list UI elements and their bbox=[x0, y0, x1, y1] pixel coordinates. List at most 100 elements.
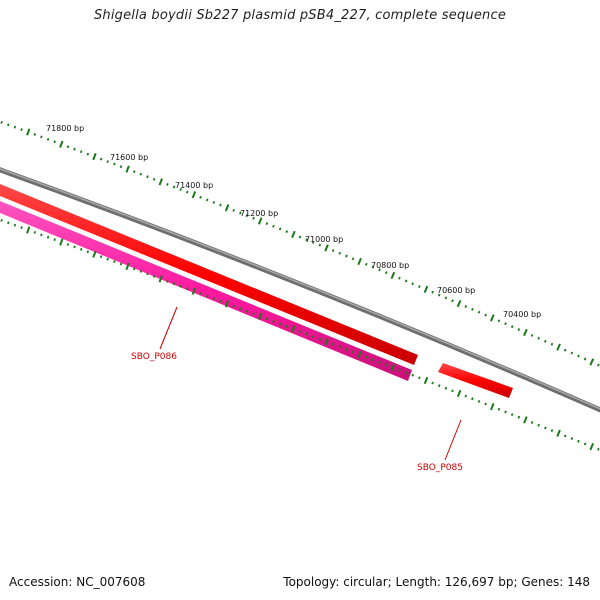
outer-tick-mark bbox=[146, 175, 149, 179]
outer-tick-mark bbox=[298, 235, 302, 239]
inner-tick-mark bbox=[245, 309, 249, 313]
inner-tick-mark bbox=[232, 304, 235, 308]
inner-tick-mark bbox=[537, 423, 540, 427]
outer-tick-mark bbox=[219, 203, 222, 207]
inner-tick-mark bbox=[291, 325, 296, 333]
inner-tick-mark bbox=[113, 260, 116, 264]
inner-tick-mark bbox=[146, 272, 149, 276]
outer-tick-mark bbox=[550, 342, 554, 346]
inner-tick-mark bbox=[311, 335, 315, 339]
backbone bbox=[0, 167, 600, 413]
outer-tick-mark bbox=[444, 296, 448, 300]
outer-tick-mark bbox=[311, 240, 315, 244]
inner-tick-mark bbox=[589, 443, 595, 451]
inner-tick-mark bbox=[46, 235, 50, 239]
outer-tick-mark bbox=[456, 299, 462, 308]
outer-tick-mark bbox=[530, 333, 534, 337]
outer-tick-mark bbox=[265, 222, 269, 226]
outer-tick-mark bbox=[191, 191, 197, 199]
outer-tick-mark bbox=[73, 147, 76, 151]
outer-tick-mark bbox=[92, 152, 97, 161]
gene-label: SBO_P085 bbox=[417, 463, 463, 473]
outer-tick-mark bbox=[537, 336, 541, 340]
inner-tick-mark bbox=[179, 284, 182, 288]
inner-tick-mark bbox=[484, 402, 487, 406]
outer-tick-mark bbox=[517, 328, 521, 332]
inner-tick-mark bbox=[357, 350, 362, 359]
tick-labels: 71800 bp 71600 bp 71400 bp 71200 bp 7100… bbox=[46, 124, 541, 319]
gene-sbo-p086-red[interactable] bbox=[0, 182, 418, 365]
inner-tick-mark bbox=[451, 389, 454, 393]
outer-tick-mark bbox=[285, 230, 289, 234]
inner-tick-mark bbox=[418, 376, 421, 380]
outer-tick-mark bbox=[172, 185, 176, 189]
inner-tick-mark bbox=[423, 376, 429, 385]
tick-label: 71000 bp bbox=[305, 235, 343, 244]
outer-tick-mark bbox=[40, 135, 43, 139]
outer-tick-mark bbox=[7, 123, 10, 127]
gene-label-sbo-p085: SBO_P085 bbox=[417, 419, 463, 473]
outer-tick-mark bbox=[543, 339, 547, 343]
outer-tick-mark bbox=[345, 254, 348, 258]
outer-tick-mark bbox=[563, 348, 567, 352]
outer-tick-mark bbox=[597, 363, 600, 367]
inner-tick-mark bbox=[92, 250, 97, 258]
inner-tick-mark bbox=[212, 297, 216, 301]
outer-tick-mark bbox=[404, 279, 408, 283]
outer-tick-mark bbox=[577, 354, 580, 358]
outer-tick-mark bbox=[106, 160, 109, 164]
inner-tick-mark bbox=[464, 394, 468, 398]
gene-sbo-p085[interactable] bbox=[438, 363, 513, 398]
outer-tick-mark bbox=[364, 262, 368, 266]
inner-tick-mark bbox=[456, 389, 462, 398]
inner-tick-mark bbox=[272, 319, 275, 323]
map-title: Shigella boydii Sb227 plasmid pSB4_227, … bbox=[93, 8, 507, 23]
outer-tick-mark bbox=[357, 257, 362, 266]
tick-label: 71600 bp bbox=[110, 153, 148, 162]
summary-text: Topology: circular; Length: 126,697 bp; … bbox=[283, 575, 590, 589]
inner-tick-mark bbox=[556, 429, 561, 437]
inner-tick-mark bbox=[510, 413, 514, 417]
gene-label-sbo-p086: SBO_P086 bbox=[131, 306, 178, 362]
outer-tick-mark bbox=[471, 307, 474, 311]
inner-tick-mark bbox=[66, 243, 70, 246]
inner-tick-mark bbox=[331, 342, 335, 346]
outer-tick-mark bbox=[224, 204, 230, 212]
inner-tick-mark bbox=[278, 322, 282, 326]
outer-tick-mark bbox=[252, 216, 255, 220]
outer-tick-mark bbox=[278, 227, 282, 231]
outer-tick-mark bbox=[351, 257, 355, 261]
inner-tick-mark bbox=[224, 300, 230, 308]
outer-tick-mark bbox=[583, 357, 587, 361]
inner-tick-mark bbox=[158, 275, 163, 283]
outer-tick-mark bbox=[152, 177, 156, 181]
outer-tick-mark bbox=[199, 195, 202, 199]
outer-tick-mark bbox=[291, 230, 296, 238]
inner-tick-mark bbox=[26, 226, 31, 234]
inner-tick-mark bbox=[384, 363, 388, 367]
inner-tick-mark bbox=[390, 363, 396, 372]
outer-tick-mark bbox=[504, 322, 507, 326]
outer-tick-mark bbox=[13, 125, 17, 129]
outer-tick-mark bbox=[119, 165, 123, 169]
inner-tick-mark bbox=[378, 360, 381, 364]
inner-tick-mark bbox=[570, 437, 574, 441]
outer-tick-mark bbox=[305, 238, 308, 242]
gene-sbo-p086-magenta[interactable] bbox=[0, 199, 412, 381]
inner-tick-mark bbox=[172, 282, 176, 286]
outer-tick-mark bbox=[46, 137, 50, 141]
inner-tick-mark bbox=[497, 407, 501, 411]
inner-tick-mark bbox=[199, 292, 202, 296]
inner-tick-mark bbox=[324, 338, 329, 346]
inner-tick-mark bbox=[33, 230, 37, 234]
inner-tick-mark bbox=[125, 262, 130, 271]
inner-tick-mark bbox=[219, 299, 222, 303]
outer-tick-mark bbox=[139, 172, 143, 176]
outer-tick-mark bbox=[484, 313, 487, 317]
outer-tick-mark bbox=[378, 268, 381, 272]
outer-tick-mark bbox=[20, 128, 23, 132]
inner-tick-mark bbox=[544, 426, 547, 430]
outer-tick-mark bbox=[166, 182, 169, 186]
tick-label: 70800 bp bbox=[371, 261, 409, 270]
